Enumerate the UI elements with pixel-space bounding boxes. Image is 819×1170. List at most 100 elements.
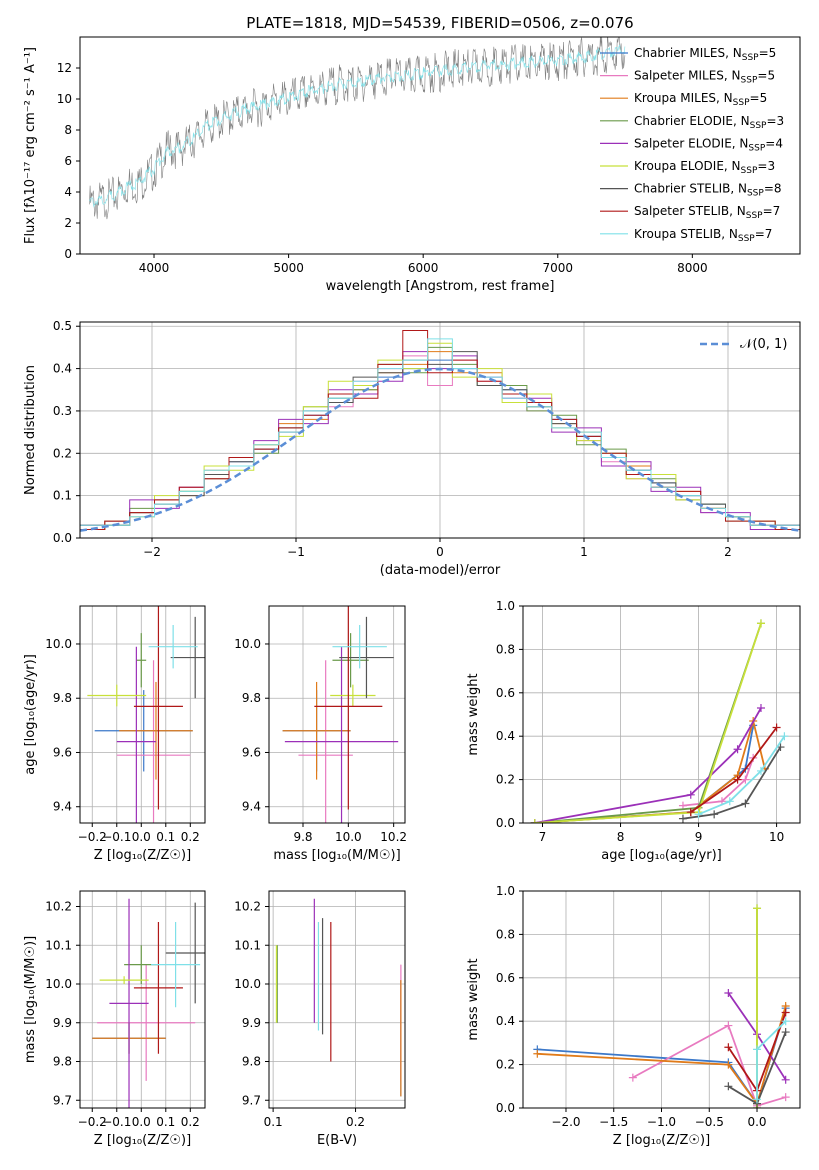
y-tick-label: 10.2 bbox=[234, 900, 261, 914]
y-tick-label: 10.1 bbox=[234, 938, 261, 952]
plus-marker bbox=[533, 1049, 542, 1058]
x-tick-label: 9.8 bbox=[293, 830, 312, 844]
plus-marker bbox=[710, 810, 719, 819]
y-axis-label: Normed distribution bbox=[23, 365, 38, 495]
plus-marker bbox=[686, 790, 695, 799]
x-axis-label: (data-model)/error bbox=[380, 563, 501, 578]
y-tick-label: 0 bbox=[64, 247, 72, 261]
legend-label: Chabrier STELIB, NSSP=8 bbox=[634, 182, 782, 199]
y-tick-label: 0.8 bbox=[496, 927, 515, 941]
x-axis-label: wavelength [Angstrom, rest frame] bbox=[326, 279, 555, 294]
y-tick-label: 0.2 bbox=[496, 773, 515, 787]
plus-marker bbox=[724, 988, 733, 997]
plus-marker bbox=[756, 766, 765, 775]
chart-spectrum: 4000 5000 6000 7000 8000 0 2 4 6 8 10 12 wavelength … bbox=[23, 36, 801, 294]
errorbar-point bbox=[282, 681, 351, 780]
plus-marker bbox=[756, 619, 765, 628]
chart-age_vs_Z: −0.2−0.1 0.0 0.1 0.2 9.4 9.6 9.8 10.0 Z [log₁₀(Z… bbox=[23, 605, 206, 863]
plus-marker bbox=[628, 1073, 637, 1082]
plus-marker bbox=[725, 797, 734, 806]
plus-marker bbox=[781, 1008, 790, 1017]
x-tick-label: −0.1 bbox=[102, 830, 131, 844]
plus-marker bbox=[733, 745, 742, 754]
errorbar-point bbox=[298, 660, 353, 823]
plus-marker bbox=[781, 1028, 790, 1037]
x-tick-label: 6000 bbox=[408, 261, 439, 275]
x-tick-label: −1.0 bbox=[647, 1115, 676, 1129]
x-tick-label: 0.1 bbox=[156, 830, 175, 844]
weight-line-Salpeter ELODIE bbox=[534, 707, 762, 823]
y-tick-label: 0.0 bbox=[496, 816, 515, 830]
plus-marker bbox=[724, 1060, 733, 1069]
x-tick-label: −0.1 bbox=[102, 1115, 131, 1129]
normal-legend-label: 𝒩(0, 1) bbox=[740, 337, 787, 352]
figure-title: PLATE=1818, MJD=54539, FIBERID=0506, z=0… bbox=[246, 14, 633, 32]
y-tick-label: 9.8 bbox=[53, 691, 72, 705]
legend-label: Salpeter STELIB, NSSP=7 bbox=[634, 204, 780, 221]
x-tick-label: −1.5 bbox=[599, 1115, 628, 1129]
x-tick-label: 7 bbox=[539, 830, 547, 844]
x-axis-label: age [log₁₀(age/yr)] bbox=[601, 848, 722, 863]
x-tick-label: 8000 bbox=[677, 261, 708, 275]
y-tick-label: 10.0 bbox=[234, 637, 261, 651]
weight-line-Salpeter MILES bbox=[632, 1024, 786, 1107]
y-tick-label: 10 bbox=[57, 92, 72, 106]
spectrum-legend: Chabrier MILES, NSSP=5 Salpeter MILES, NS… bbox=[600, 46, 784, 244]
y-tick-label: 9.9 bbox=[242, 1016, 261, 1030]
axes-frame bbox=[79, 36, 801, 255]
errorbar-point bbox=[148, 624, 198, 669]
y-tick-label: 0.4 bbox=[53, 362, 72, 376]
y-tick-label: 10.0 bbox=[45, 977, 72, 991]
y-tick-label: 9.6 bbox=[242, 745, 261, 759]
hist-Kroupa STELIB bbox=[80, 338, 800, 538]
spectrum-line-model bbox=[89, 44, 626, 208]
plus-marker bbox=[741, 799, 750, 808]
x-tick-label: 10 bbox=[769, 830, 784, 844]
x-tick-label: 0.0 bbox=[132, 830, 151, 844]
axes-frame bbox=[268, 890, 406, 1109]
chart-weight_vs_age: 7 8 9 10 0.0 0.2 0.4 0.6 0.8 1.0 age [log₁₀(age/yr… bbox=[466, 599, 801, 863]
y-tick-label: 0.3 bbox=[53, 404, 72, 418]
plot-area bbox=[533, 904, 790, 1108]
legend-label: Chabrier ELODIE, NSSP=3 bbox=[634, 114, 784, 131]
weight-line-Kroupa STELIB bbox=[698, 735, 786, 816]
y-tick-label: 0.0 bbox=[496, 1101, 515, 1115]
y-tick-label: 0.1 bbox=[53, 489, 72, 503]
plot-area bbox=[89, 37, 626, 220]
x-tick-label: 10.2 bbox=[380, 830, 407, 844]
plus-marker bbox=[530, 819, 539, 823]
y-tick-label: 9.8 bbox=[242, 691, 261, 705]
plus-marker bbox=[678, 801, 687, 810]
y-tick-label: 10.0 bbox=[234, 977, 261, 991]
x-tick-label: −0.2 bbox=[78, 1115, 107, 1129]
legend-label: Salpeter MILES, NSSP=5 bbox=[634, 69, 775, 86]
x-tick-label: 0 bbox=[436, 545, 444, 559]
axes-frame bbox=[79, 890, 206, 1109]
y-tick-label: 9.4 bbox=[53, 800, 72, 814]
x-tick-label: −1 bbox=[287, 545, 305, 559]
chart-weight_vs_Z: −2.0 −1.5 −1.0 −0.5 0.0 0.0 0.2 0.4 0.6 0.8 1.0 Z [… bbox=[466, 884, 801, 1148]
chart-age_vs_mass: 9.8 10.0 10.2 9.4 9.6 9.8 10.0 mass [log₁₀(M/M☉… bbox=[234, 605, 407, 863]
x-tick-label: 0.0 bbox=[747, 1115, 766, 1129]
plus-marker bbox=[686, 808, 695, 817]
plus-marker bbox=[724, 1021, 733, 1030]
errorbar-point bbox=[119, 681, 193, 780]
errorbar-point bbox=[109, 898, 149, 1108]
y-tick-label: 1.0 bbox=[496, 884, 515, 898]
x-tick-label: 0.2 bbox=[181, 1115, 200, 1129]
y-axis-label: age [log₁₀(age/yr)] bbox=[23, 654, 38, 775]
plus-marker bbox=[756, 703, 765, 712]
plot-area bbox=[275, 898, 402, 1097]
plus-marker bbox=[772, 723, 781, 732]
x-tick-label: 10.0 bbox=[335, 830, 362, 844]
y-tick-label: 1.0 bbox=[496, 599, 515, 613]
y-tick-label: 9.7 bbox=[53, 1093, 72, 1107]
plus-marker bbox=[724, 1082, 733, 1091]
axes-frame bbox=[79, 605, 206, 824]
y-axis-label: Flux [fλ10⁻¹⁷ erg cm⁻² s⁻¹ A⁻¹] bbox=[23, 47, 38, 244]
plus-marker bbox=[678, 814, 687, 823]
y-tick-label: 9.4 bbox=[242, 800, 261, 814]
errorbar-point bbox=[133, 606, 183, 810]
plus-marker bbox=[753, 1095, 762, 1104]
